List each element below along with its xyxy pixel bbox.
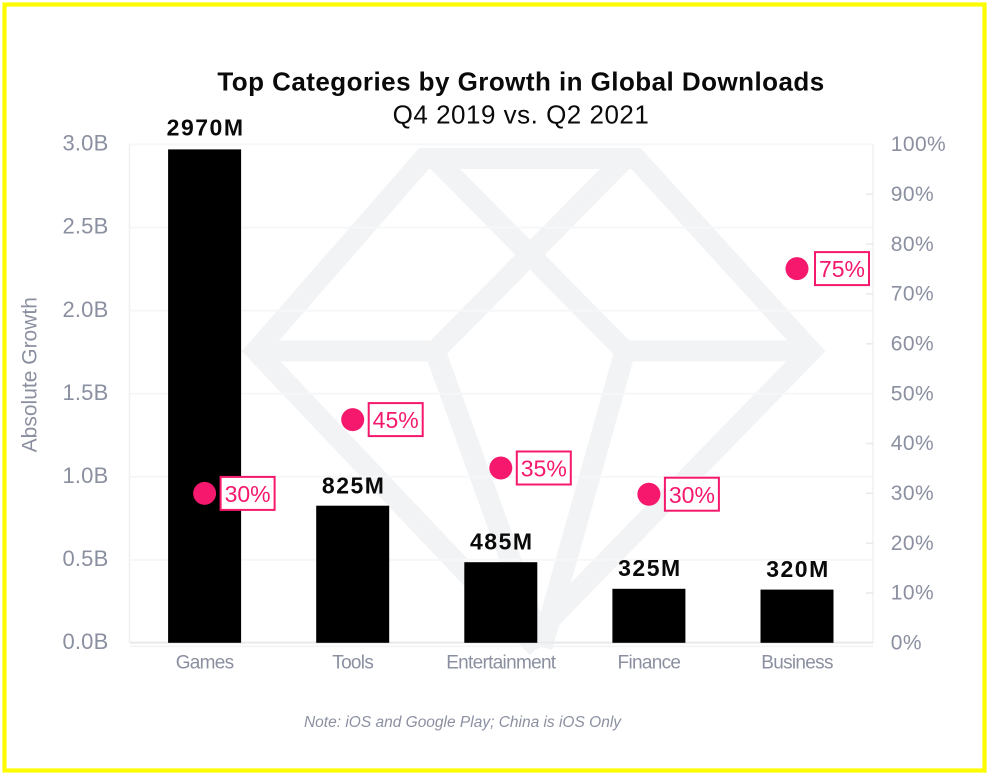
- svg-text:2.5B: 2.5B: [62, 214, 108, 239]
- svg-text:Entertainment: Entertainment: [446, 653, 557, 674]
- svg-text:Q4 2019 vs. Q2 2021: Q4 2019 vs. Q2 2021: [393, 99, 650, 129]
- svg-text:35%: 35%: [521, 456, 567, 482]
- svg-text:20%: 20%: [891, 532, 934, 555]
- svg-text:2.0B: 2.0B: [62, 297, 108, 322]
- svg-text:75%: 75%: [819, 256, 865, 282]
- svg-text:30%: 30%: [891, 482, 934, 505]
- svg-text:Finance: Finance: [618, 653, 681, 674]
- svg-text:0.0B: 0.0B: [62, 629, 108, 654]
- svg-text:0.5B: 0.5B: [62, 546, 108, 571]
- svg-text:Games: Games: [176, 653, 234, 674]
- svg-text:Tools: Tools: [332, 653, 373, 674]
- svg-text:30%: 30%: [225, 481, 271, 507]
- svg-text:325M: 325M: [618, 555, 682, 581]
- svg-text:Top Categories by Growth in Gl: Top Categories by Growth in Global Downl…: [217, 67, 824, 97]
- svg-text:Absolute Growth: Absolute Growth: [19, 297, 42, 452]
- svg-text:90%: 90%: [891, 183, 934, 206]
- svg-text:100%: 100%: [891, 133, 946, 156]
- svg-text:40%: 40%: [891, 432, 934, 455]
- svg-text:1.0B: 1.0B: [62, 463, 108, 488]
- svg-text:Note: iOS and Google Play; Chi: Note: iOS and Google Play; China is iOS …: [304, 714, 622, 731]
- svg-text:2970M: 2970M: [167, 115, 245, 141]
- svg-text:3.0B: 3.0B: [62, 131, 108, 156]
- svg-text:80%: 80%: [891, 233, 934, 256]
- svg-text:825M: 825M: [322, 472, 386, 498]
- svg-text:30%: 30%: [669, 482, 715, 508]
- svg-text:50%: 50%: [891, 382, 934, 405]
- svg-text:485M: 485M: [470, 528, 534, 554]
- svg-text:10%: 10%: [891, 582, 934, 605]
- svg-text:70%: 70%: [891, 283, 934, 306]
- svg-text:Business: Business: [761, 653, 833, 674]
- svg-text:320M: 320M: [766, 556, 830, 582]
- svg-text:45%: 45%: [373, 407, 419, 433]
- svg-text:0%: 0%: [891, 632, 922, 655]
- svg-text:60%: 60%: [891, 333, 934, 356]
- svg-text:1.5B: 1.5B: [62, 380, 108, 405]
